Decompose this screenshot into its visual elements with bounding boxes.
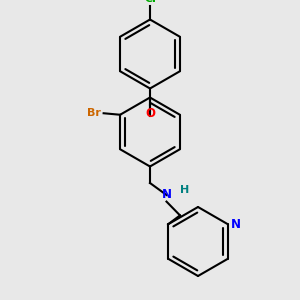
Text: N: N <box>231 218 241 231</box>
Text: N: N <box>161 188 172 202</box>
Text: H: H <box>180 185 189 196</box>
Text: O: O <box>145 107 155 120</box>
Text: Br: Br <box>87 108 100 118</box>
Text: Cl: Cl <box>144 0 156 4</box>
